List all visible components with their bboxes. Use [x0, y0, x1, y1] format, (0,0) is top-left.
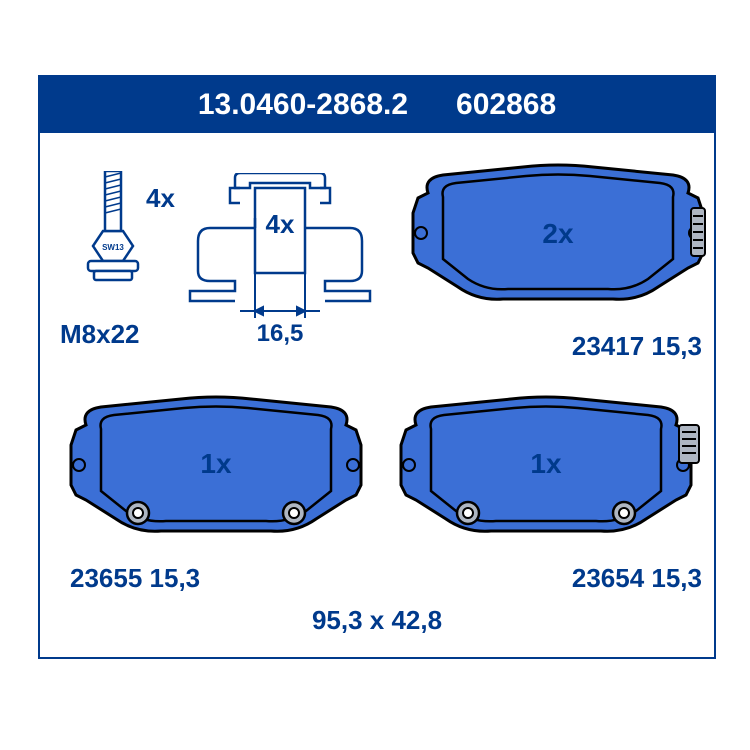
bolt-qty: 4x	[146, 183, 175, 214]
part-number-primary: 13.0460-2868.2	[198, 88, 408, 122]
diagram-frame: 13.0460-2868.2 602868 SW13	[38, 75, 716, 659]
pad-bl-code: 23655 15,3	[70, 563, 200, 594]
bolt-hex-label: SW13	[102, 243, 124, 252]
clip-illustration: 4x 16,5	[180, 173, 380, 358]
header-bar: 13.0460-2868.2 602868	[40, 77, 714, 133]
overall-dimension: 95,3 x 42,8	[40, 605, 714, 636]
pad-bottom-left: 1x	[66, 395, 366, 555]
pad-bottom-right: 1x	[396, 395, 706, 555]
pad-tr-qty: 2x	[542, 218, 574, 249]
diagram-content: SW13 4x M8x22	[40, 133, 714, 657]
clip-width: 16,5	[257, 320, 304, 347]
part-number-secondary: 602868	[456, 88, 556, 122]
clip-qty: 4x	[266, 209, 295, 239]
pad-bl-qty: 1x	[200, 448, 232, 479]
bolt-illustration: SW13	[78, 171, 148, 311]
bolt-spec: M8x22	[60, 319, 140, 350]
pad-br-qty: 1x	[530, 448, 562, 479]
pad-tr-code: 23417 15,3	[572, 331, 702, 362]
pad-top-right: 2x	[408, 163, 708, 323]
pad-br-code: 23654 15,3	[572, 563, 702, 594]
